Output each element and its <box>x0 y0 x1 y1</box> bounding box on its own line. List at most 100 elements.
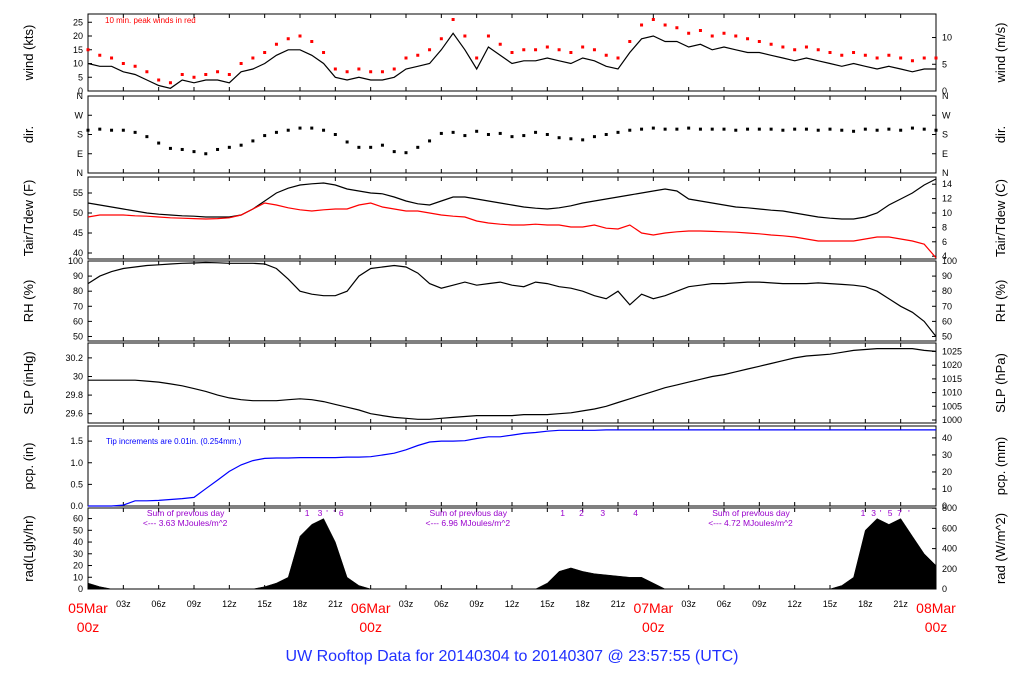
direction-point <box>498 131 502 135</box>
wind-point <box>910 59 914 63</box>
x-day-time: 00z <box>642 619 665 635</box>
wind-point <box>380 70 384 74</box>
direction-point <box>746 127 750 131</box>
wind-point <box>663 23 667 27</box>
radiation-sum-label: Sum of previous day <box>147 508 225 518</box>
direction-point <box>510 135 514 139</box>
wind-y-tick-label: 10 <box>73 59 83 69</box>
wind-point <box>498 42 502 46</box>
x-tick-label: 15z <box>540 599 555 609</box>
wind-point <box>286 37 290 41</box>
direction-point <box>569 137 573 141</box>
pressure-y-tick-label: 30 <box>73 371 83 381</box>
direction-point <box>110 128 114 132</box>
wind-point <box>793 48 797 52</box>
direction-point <box>380 143 384 147</box>
wind-point <box>98 53 102 57</box>
wind-point <box>416 53 420 57</box>
wind-point <box>557 48 561 52</box>
humidity-y-tick-label: 100 <box>68 256 83 266</box>
direction-point <box>651 126 655 130</box>
precipitation-annotation: Tip increments are 0.01in. (0.254mm.) <box>106 437 242 446</box>
radiation-y-tick-label: 0 <box>78 584 83 594</box>
wind-point <box>687 31 691 35</box>
wind-point <box>274 42 278 46</box>
direction-point <box>522 134 526 138</box>
direction-point <box>663 127 667 131</box>
wind-point <box>628 40 632 43</box>
wind-point <box>345 70 349 74</box>
humidity-y-tick-label-right: 100 <box>942 256 957 266</box>
x-tick-label: 12z <box>505 599 520 609</box>
direction-point <box>840 128 844 132</box>
pressure-y-tick-label-right: 1010 <box>942 388 962 398</box>
wind-y-label-right: wind (m/s) <box>993 23 1008 84</box>
humidity-y-tick-label-right: 60 <box>942 316 952 326</box>
wind-point <box>592 48 596 52</box>
x-day-label: 07Mar <box>633 600 673 616</box>
wind-point <box>404 56 408 60</box>
direction-point <box>710 127 714 131</box>
precipitation-y-tick-label: 0.0 <box>70 501 83 511</box>
radiation-marker: 7 <box>897 508 902 518</box>
wind-point <box>145 70 149 74</box>
radiation-sum-value: <--- 6.96 MJoules/m^2 <box>426 518 511 528</box>
wind-point <box>675 26 679 30</box>
direction-point <box>628 128 632 132</box>
direction-y-tick-label-right: E <box>942 149 948 159</box>
pressure-y-label: SLP (inHg) <box>21 351 36 414</box>
x-tick-label: 21z <box>893 599 908 609</box>
temperature-y-tick-label-right: 10 <box>942 208 952 218</box>
wind-point <box>251 56 255 60</box>
pressure-y-tick-label-right: 1020 <box>942 360 962 370</box>
precipitation-y-tick-label-right: 10 <box>942 484 952 494</box>
direction-y-tick-label-right: S <box>942 130 948 140</box>
temperature-y-tick-label-right: 6 <box>942 237 947 247</box>
direction-point <box>369 145 373 149</box>
wind-point <box>322 51 326 54</box>
wind-point <box>439 37 443 41</box>
direction-point <box>227 145 231 149</box>
direction-point <box>734 128 738 132</box>
direction-point <box>428 139 432 143</box>
direction-point <box>121 128 125 132</box>
humidity-series-0 <box>87 261 937 337</box>
wind-point <box>545 45 549 49</box>
precipitation-y-tick-label-right: 40 <box>942 433 952 443</box>
radiation-y-tick-label-right: 200 <box>942 564 957 574</box>
direction-point <box>910 126 914 130</box>
direction-point <box>286 128 290 132</box>
wind-point <box>428 48 432 52</box>
wind-point <box>922 56 926 60</box>
wind-point <box>875 56 879 60</box>
direction-point <box>545 133 549 136</box>
direction-point <box>863 127 867 131</box>
x-tick-label: 18z <box>293 599 308 609</box>
radiation-y-tick-label: 40 <box>73 537 83 547</box>
x-day-label: 08Mar <box>916 600 956 616</box>
wind-point <box>769 42 773 46</box>
x-tick-label: 21z <box>611 599 626 609</box>
radiation-y-tick-label-right: 800 <box>942 503 957 513</box>
direction-point <box>333 133 337 136</box>
wind-point <box>263 51 267 54</box>
direction-point <box>251 139 255 143</box>
radiation-y-tick-label: 20 <box>73 561 83 571</box>
radiation-y-label: rad(Lgly/hr) <box>21 515 36 581</box>
wind-point <box>746 37 750 41</box>
direction-point <box>934 128 938 132</box>
x-day-time: 00z <box>77 619 100 635</box>
direction-y-tick-label: E <box>77 149 83 159</box>
wind-point <box>110 56 114 60</box>
temperature-y-tick-label: 40 <box>73 248 83 258</box>
direction-point <box>757 127 761 131</box>
direction-point <box>322 128 326 132</box>
precipitation-series-0 <box>88 429 936 507</box>
direction-point <box>204 152 208 156</box>
x-day-time: 00z <box>925 619 948 635</box>
direction-y-tick-label-right: N <box>942 168 949 178</box>
precipitation-y-tick-label: 1.0 <box>70 458 83 468</box>
direction-series-0 <box>86 126 938 156</box>
x-tick-label: 03z <box>681 599 696 609</box>
wind-point <box>392 67 396 71</box>
